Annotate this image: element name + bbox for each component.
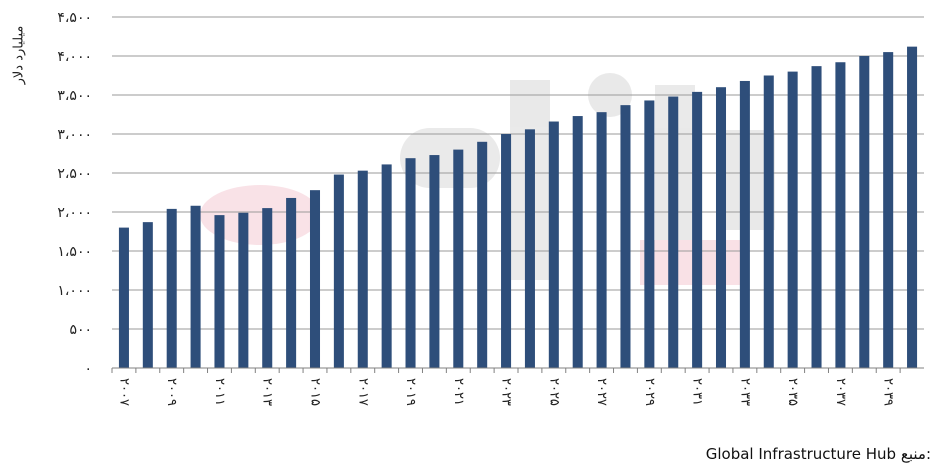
x-tick-label: ۲۰۰۹ — [164, 378, 179, 406]
y-tick-label: ۳،۰۰۰ — [57, 127, 92, 143]
bar-2030 — [668, 96, 679, 368]
x-tick-label: ۲۰۲۳ — [499, 378, 514, 406]
x-tick-label: ۲۰۱۳ — [260, 378, 275, 406]
bar-2034 — [763, 75, 774, 368]
y-tick-label: ۵۰۰ — [69, 322, 92, 338]
y-tick-label: ۰ — [84, 361, 92, 377]
x-tick-label: ۲۰۱۹ — [403, 378, 418, 406]
x-tick-label: ۲۰۲۵ — [546, 378, 561, 406]
bar-2040 — [907, 46, 918, 368]
source-label: منبع: — [900, 445, 931, 463]
bar-2031 — [692, 91, 703, 368]
bar-2039 — [883, 52, 894, 368]
bar-2022 — [477, 141, 488, 368]
bar-2035 — [787, 71, 798, 368]
bar-2015 — [309, 190, 321, 368]
bar-2033 — [739, 80, 750, 369]
x-tick-label: ۲۰۰۷ — [116, 378, 131, 406]
y-tick-label: ۴،۰۰۰ — [57, 49, 92, 65]
x-tick-label: ۲۰۲۹ — [642, 378, 657, 406]
bar-2012 — [238, 212, 249, 368]
x-tick-label: ۲۰۳۵ — [785, 378, 800, 406]
bar-2011 — [214, 215, 225, 368]
y-tick-label: ۲،۰۰۰ — [57, 205, 92, 221]
x-tick-label: ۲۰۳۳ — [737, 378, 752, 406]
bar-2014 — [286, 197, 297, 368]
bar-2008 — [142, 222, 153, 368]
x-tick-label: ۲۰۱۷ — [355, 378, 370, 406]
source-value: Global Infrastructure Hub — [705, 445, 897, 463]
bar-2021 — [453, 149, 464, 368]
bar-2029 — [644, 100, 655, 369]
bar-2024 — [524, 129, 535, 368]
bar-2036 — [811, 66, 822, 368]
bar-2023 — [501, 134, 512, 368]
x-tick-label: ۲۰۲۱ — [451, 378, 466, 406]
x-tick-label: ۲۰۱۵ — [308, 378, 323, 406]
bar-2025 — [548, 121, 559, 369]
y-axis-label-wrap: میلیارد دلار — [2, 0, 36, 110]
x-tick-label: ۲۰۳۷ — [833, 378, 848, 406]
bar-2020 — [429, 155, 440, 368]
x-tick-label: ۲۰۱۱ — [212, 378, 227, 406]
bar-2007 — [118, 227, 129, 368]
bar-2026 — [572, 116, 583, 368]
bar-2037 — [835, 62, 846, 369]
bar-2018 — [381, 164, 392, 368]
y-tick-label: ۴،۵۰۰ — [57, 10, 92, 26]
bar-2032 — [715, 87, 727, 368]
bar-2009 — [166, 208, 177, 368]
bar-2019 — [405, 158, 416, 368]
bar-2017 — [357, 170, 368, 368]
bar-2027 — [596, 112, 607, 368]
x-tick-label: ۲۰۳۹ — [881, 378, 896, 406]
y-tick-label: ۲،۵۰۰ — [57, 166, 92, 182]
y-tick-label: ۳،۵۰۰ — [57, 88, 92, 104]
bar-2010 — [190, 205, 201, 368]
y-tick-label: ۱،۰۰۰ — [57, 283, 92, 299]
bar-2016 — [333, 174, 344, 368]
x-tick-label: ۲۰۳۱ — [690, 378, 705, 406]
bar-2038 — [859, 56, 870, 368]
bar-2028 — [620, 105, 631, 368]
x-tick-label: ۲۰۲۷ — [594, 378, 609, 406]
bar-2013 — [262, 208, 273, 368]
y-axis-label: میلیارد دلار — [11, 25, 27, 85]
source-note: Global Infrastructure Hub منبع: — [706, 445, 931, 463]
y-tick-label: ۱،۵۰۰ — [57, 244, 92, 260]
